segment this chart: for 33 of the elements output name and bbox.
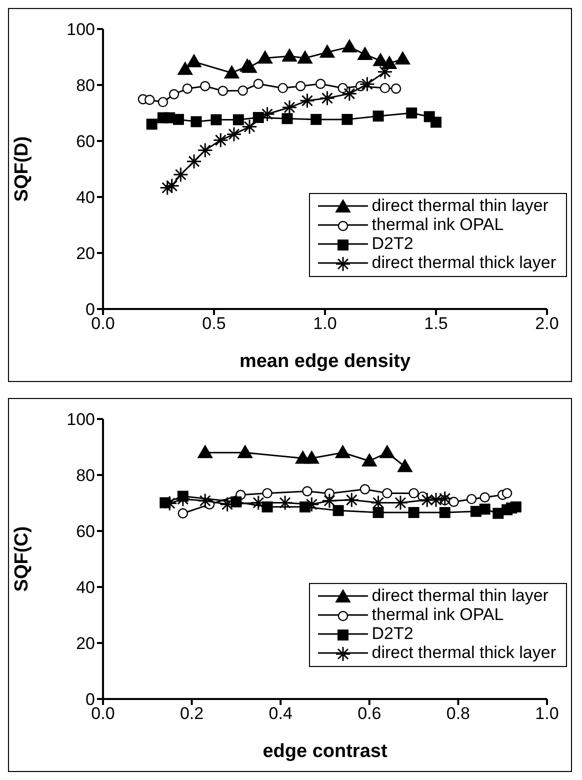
- x-tick-label: 0.2: [180, 704, 204, 724]
- legend-label: D2T2: [372, 234, 414, 253]
- y-tick-label: 80: [76, 466, 95, 486]
- legend-label: thermal ink OPAL: [372, 215, 504, 234]
- y-tick-label: 20: [76, 244, 95, 264]
- y-tick-label: 100: [66, 20, 95, 40]
- y-tick-label: 20: [76, 634, 95, 654]
- legend-label: direct thermal thick layer: [372, 643, 556, 662]
- y-tick-label: 60: [76, 132, 95, 152]
- x-tick-label: 0.6: [358, 704, 382, 724]
- y-tick-label: 40: [76, 578, 95, 598]
- x-tick-label: 0.0: [91, 704, 115, 724]
- x-axis-title: mean edge density: [239, 351, 411, 372]
- x-tick-label: 0.4: [268, 704, 292, 724]
- x-tick-label: 0.0: [91, 314, 115, 334]
- y-axis-title: SQF(D): [12, 136, 33, 202]
- y-tick-label: 100: [66, 410, 95, 430]
- y-tick-label: 40: [76, 188, 95, 208]
- legend-label: direct thermal thick layer: [372, 253, 556, 272]
- legend-label: D2T2: [372, 624, 414, 643]
- x-tick-label: 0.5: [202, 314, 226, 334]
- x-tick-label: 1.0: [313, 314, 337, 334]
- legend-label: direct thermal thin layer: [372, 586, 548, 605]
- x-tick-label: 1.0: [535, 704, 559, 724]
- x-tick-label: 1.5: [424, 314, 448, 334]
- y-tick-label: 60: [76, 522, 95, 542]
- y-tick-label: 80: [76, 76, 95, 96]
- legend-label: direct thermal thin layer: [372, 196, 548, 215]
- x-tick-label: 0.8: [446, 704, 470, 724]
- legend-label: thermal ink OPAL: [372, 605, 504, 624]
- x-axis-title: edge contrast: [262, 741, 388, 762]
- x-tick-label: 2.0: [535, 314, 559, 334]
- y-axis-title: SQF(C): [12, 526, 33, 592]
